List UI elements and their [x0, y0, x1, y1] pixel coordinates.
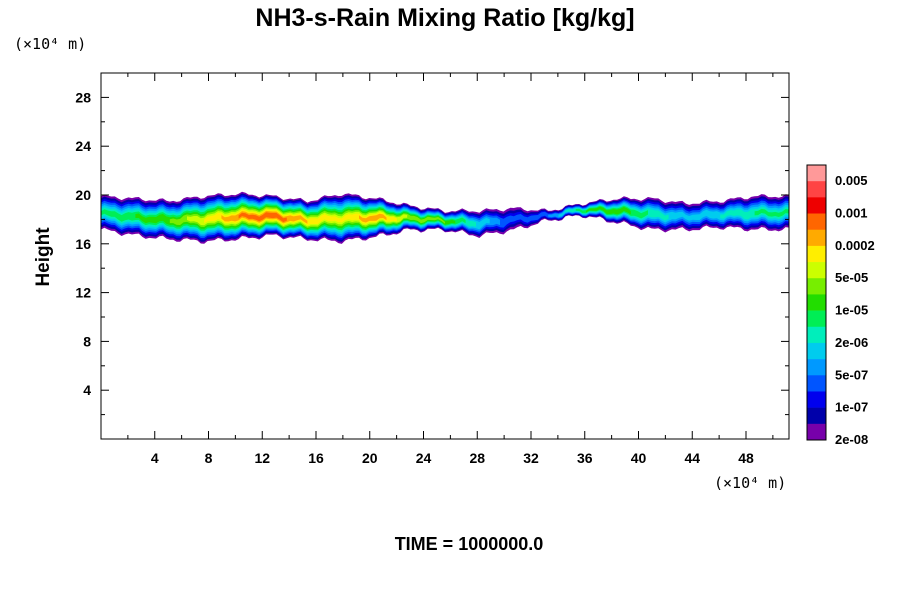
colorbar: 0.005 0.001 0.0002 5e-05 1e-05 2e-06 5e-07 1e-0…	[806, 164, 875, 447]
x-tick-label: 12	[254, 450, 270, 466]
colorbar-frame	[806, 164, 827, 441]
field-band	[754, 208, 789, 217]
plot-area	[101, 191, 789, 244]
colorbar-swatch	[807, 342, 826, 360]
colorbar-label: 2e-06	[835, 335, 868, 350]
colorbar-swatch	[807, 391, 826, 408]
x-tick-label: 28	[469, 450, 485, 466]
colorbar-swatch	[807, 278, 826, 295]
x-tick-label: 8	[205, 450, 213, 466]
colorbar-label: 0.001	[835, 206, 868, 221]
colorbar-swatch	[807, 229, 826, 247]
colorbar-swatch	[807, 213, 826, 231]
colorbar-swatch	[807, 294, 826, 311]
x-axis-unit: (×10⁴ m)	[714, 474, 786, 492]
y-tick-label: 4	[83, 382, 91, 398]
colorbar-label: 5e-05	[835, 270, 868, 285]
colorbar-swatch	[807, 245, 826, 263]
colorbar-swatch	[807, 310, 826, 328]
y-tick-label: 16	[75, 236, 91, 252]
y-axis-label: Height	[33, 227, 54, 287]
y-tick-label: 8	[83, 333, 91, 349]
x-axis: 4 8 12 16 20 24 28 32 36 40 44 48	[127, 73, 774, 466]
chart-title: NH3-s-Rain Mixing Ratio [kg/kg]	[255, 4, 634, 32]
field-band	[586, 206, 631, 215]
colorbar-swatch	[807, 197, 826, 214]
field-band	[238, 212, 287, 223]
colorbar-swatch	[807, 262, 826, 279]
x-tick-label: 44	[684, 450, 700, 466]
plot-frame	[100, 72, 790, 440]
x-tick-label: 4	[151, 450, 159, 466]
colorbar-label: 2e-08	[835, 432, 868, 447]
x-tick-label: 40	[631, 450, 647, 466]
y-tick-label: 28	[75, 89, 91, 105]
colorbar-swatch	[807, 407, 826, 425]
colorbar-swatch	[807, 359, 826, 376]
colorbar-label: 1e-07	[835, 400, 868, 415]
x-tick-label: 48	[738, 450, 754, 466]
y-axis: 4 8 12 16 20 24 28	[75, 89, 789, 416]
y-tick-label: 24	[75, 138, 91, 154]
y-tick-label: 12	[75, 285, 91, 301]
y-tick-label: 20	[75, 187, 91, 203]
colorbar-swatch	[807, 326, 826, 344]
colorbar-swatch	[807, 423, 826, 441]
colorbar-label: 0.005	[835, 173, 868, 188]
y-axis-unit: (×10⁴ m)	[14, 35, 86, 53]
x-tick-label: 20	[362, 450, 378, 466]
colorbar-swatch	[807, 165, 826, 182]
x-tick-label: 32	[523, 450, 539, 466]
colorbar-label: 1e-05	[835, 303, 868, 318]
x-tick-label: 16	[308, 450, 324, 466]
colorbar-label: 5e-07	[835, 367, 868, 382]
x-tick-label: 36	[577, 450, 593, 466]
colorbar-swatch	[807, 375, 826, 392]
colorbar-label: 0.0002	[835, 238, 875, 253]
field-band	[359, 213, 387, 223]
x-tick-label: 24	[416, 450, 432, 466]
time-label: TIME = 1000000.0	[395, 534, 544, 554]
colorbar-swatch	[807, 181, 826, 198]
